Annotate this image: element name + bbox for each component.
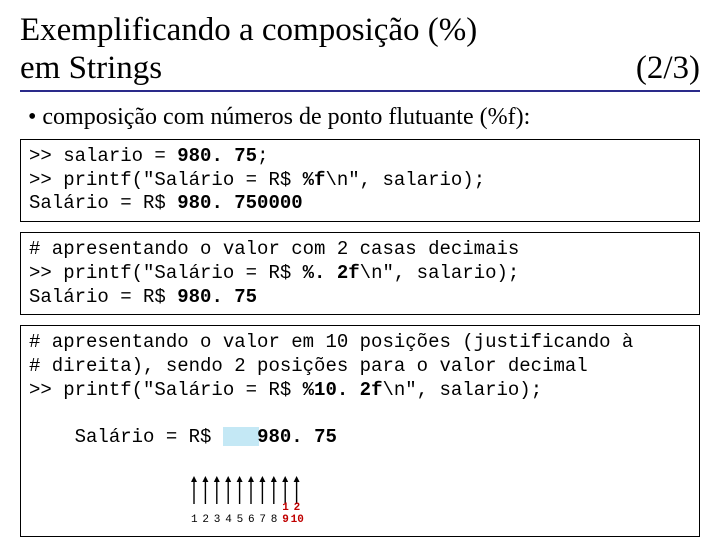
arrows-svg (29, 476, 709, 531)
position-number: 6 (248, 514, 255, 528)
code-line: >> salario = 980. 75; (29, 145, 691, 169)
code-text: Salário = R$ (75, 426, 223, 448)
code-line: >> printf("Salário = R$ %10. 2f\n", sala… (29, 379, 691, 403)
position-number: 1 (191, 514, 198, 528)
code-line: >> printf("Salário = R$ %. 2f\n", salari… (29, 262, 691, 286)
title-left: em Strings (20, 50, 162, 88)
position-number: 10 (291, 514, 304, 528)
title-line-1: Exemplificando a composição (%) (20, 12, 700, 50)
padding-spaces (223, 426, 257, 448)
position-number: 2 (202, 514, 209, 528)
code-text: Salário = R$ (29, 286, 177, 308)
code-text: \n", salario); (382, 379, 542, 401)
code-text: ; (257, 145, 268, 167)
position-number: 4 (225, 514, 232, 528)
bullet-fmt: %f (488, 104, 516, 130)
position-number: 9 (282, 514, 289, 528)
code-output-value: 980. 750000 (177, 192, 302, 214)
title-text-a: Exemplificando a composição ( (20, 12, 439, 48)
code-line: >> printf("Salário = R$ %f\n", salario); (29, 169, 691, 193)
title-page-indicator: (2/3) (636, 50, 700, 88)
title-line-2: em Strings (2/3) (20, 50, 700, 88)
code-box-2: # apresentando o valor com 2 casas decim… (20, 232, 700, 315)
code-format-spec: %. 2f (303, 262, 360, 284)
code-format-spec: %10. 2f (303, 379, 383, 401)
code-text: >> printf("Salário = R$ (29, 379, 303, 401)
percent-glyph: % (439, 12, 467, 48)
bullet-item: • composição com números de ponto flutua… (28, 104, 700, 131)
code-text: \n", salario); (325, 169, 485, 191)
position-number: 8 (271, 514, 278, 528)
code-text: >> salario = (29, 145, 177, 167)
code-comment: # direita), sendo 2 posições para o valo… (29, 355, 691, 379)
code-comment: # apresentando o valor em 10 posições (j… (29, 331, 691, 355)
position-arrows: 12 12345678910 (29, 476, 691, 531)
code-output: Salário = R$ 980. 750000 (29, 192, 691, 216)
code-literal: 980. 75 (177, 145, 257, 167)
code-format-spec: %f (303, 169, 326, 191)
code-output: Salário = R$ 980. 75 (29, 286, 691, 310)
code-box-3: # apresentando o valor em 10 posições (j… (20, 325, 700, 537)
title-text-b: ) (466, 12, 477, 48)
code-text: \n", salario); (360, 262, 520, 284)
code-output: Salário = R$ 980. 75 (29, 403, 691, 474)
position-number: 7 (259, 514, 266, 528)
position-number: 3 (214, 514, 221, 528)
position-number: 5 (237, 514, 244, 528)
code-text: Salário = R$ (29, 192, 177, 214)
code-output-value: 980. 75 (257, 426, 337, 448)
code-output-value: 980. 75 (177, 286, 257, 308)
code-comment: # apresentando o valor com 2 casas decim… (29, 238, 691, 262)
output-padding (223, 426, 257, 448)
slide-title: Exemplificando a composição (%) em Strin… (20, 12, 700, 92)
code-text: >> printf("Salário = R$ (29, 169, 303, 191)
code-text: >> printf("Salário = R$ (29, 262, 303, 284)
bullet-prefix: • composição com números de ponto flutua… (28, 104, 488, 130)
bullet-suffix: ): (516, 104, 531, 130)
code-box-1: >> salario = 980. 75; >> printf("Salário… (20, 139, 700, 222)
